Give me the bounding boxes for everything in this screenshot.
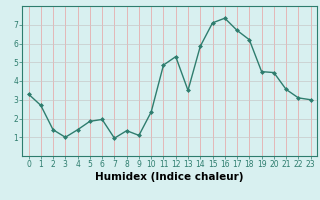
X-axis label: Humidex (Indice chaleur): Humidex (Indice chaleur) — [95, 172, 244, 182]
